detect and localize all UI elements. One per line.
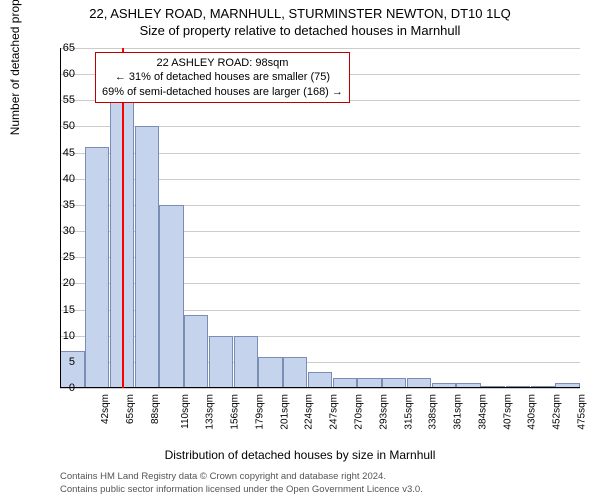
annotation-line: 22 ASHLEY ROAD: 98sqm — [102, 56, 343, 70]
ytick-label: 20 — [45, 277, 75, 289]
xtick-label: 361sqm — [453, 394, 464, 430]
xtick-label: 247sqm — [329, 394, 340, 430]
histogram-bar — [258, 357, 282, 388]
xtick-label: 452sqm — [552, 394, 563, 430]
ytick-label: 50 — [45, 120, 75, 132]
xtick-label: 133sqm — [205, 394, 216, 430]
xtick-label: 270sqm — [354, 394, 365, 430]
ytick-label: 40 — [45, 173, 75, 185]
grid-line — [60, 48, 580, 49]
xtick-label: 88sqm — [150, 394, 161, 424]
xtick-label: 110sqm — [180, 394, 191, 429]
ytick-label: 55 — [45, 94, 75, 106]
xtick-label: 430sqm — [527, 394, 538, 430]
xtick-label: 65sqm — [125, 394, 136, 424]
xtick-label: 42sqm — [100, 394, 111, 424]
footer-line1: Contains HM Land Registry data © Crown c… — [60, 471, 423, 483]
xtick-label: 338sqm — [428, 394, 439, 430]
histogram-bar — [234, 336, 258, 388]
ytick-label: 0 — [45, 382, 75, 394]
footer-line2: Contains public sector information licen… — [60, 484, 423, 496]
footer-attribution: Contains HM Land Registry data © Crown c… — [60, 471, 423, 496]
annotation-line: 69% of semi-detached houses are larger (… — [102, 85, 343, 99]
ytick-label: 5 — [45, 356, 75, 368]
histogram-bar — [159, 205, 183, 388]
chart-title-sub: Size of property relative to detached ho… — [0, 21, 600, 38]
histogram-bar — [135, 126, 159, 388]
xtick-label: 315sqm — [403, 394, 414, 430]
histogram-bar — [85, 147, 109, 388]
ytick-label: 60 — [45, 68, 75, 80]
histogram-bar — [283, 357, 307, 388]
xtick-label: 384sqm — [477, 394, 488, 430]
xtick-label: 156sqm — [230, 394, 241, 430]
ytick-label: 25 — [45, 251, 75, 263]
x-axis-label: Distribution of detached houses by size … — [0, 448, 600, 462]
histogram-bar — [184, 315, 208, 388]
plot-area: 42sqm65sqm88sqm110sqm133sqm156sqm179sqm2… — [60, 48, 580, 388]
ytick-label: 65 — [45, 42, 75, 54]
ytick-label: 45 — [45, 147, 75, 159]
ytick-label: 10 — [45, 330, 75, 342]
xtick-label: 224sqm — [304, 394, 315, 430]
xtick-label: 475sqm — [576, 394, 587, 430]
xtick-label: 201sqm — [279, 394, 290, 430]
annotation-box: 22 ASHLEY ROAD: 98sqm← 31% of detached h… — [95, 52, 350, 103]
grid-line — [60, 388, 580, 389]
histogram-bar — [209, 336, 233, 388]
ytick-label: 35 — [45, 199, 75, 211]
ytick-label: 30 — [45, 225, 75, 237]
xtick-label: 293sqm — [378, 394, 389, 430]
x-axis-line — [60, 387, 580, 388]
annotation-line: ← 31% of detached houses are smaller (75… — [102, 70, 343, 84]
y-axis-label: Number of detached properties — [8, 0, 22, 135]
xtick-label: 179sqm — [255, 394, 266, 430]
histogram-bar — [308, 372, 332, 388]
xtick-label: 407sqm — [502, 394, 513, 430]
ytick-label: 15 — [45, 304, 75, 316]
chart-title-main: 22, ASHLEY ROAD, MARNHULL, STURMINSTER N… — [0, 0, 600, 21]
